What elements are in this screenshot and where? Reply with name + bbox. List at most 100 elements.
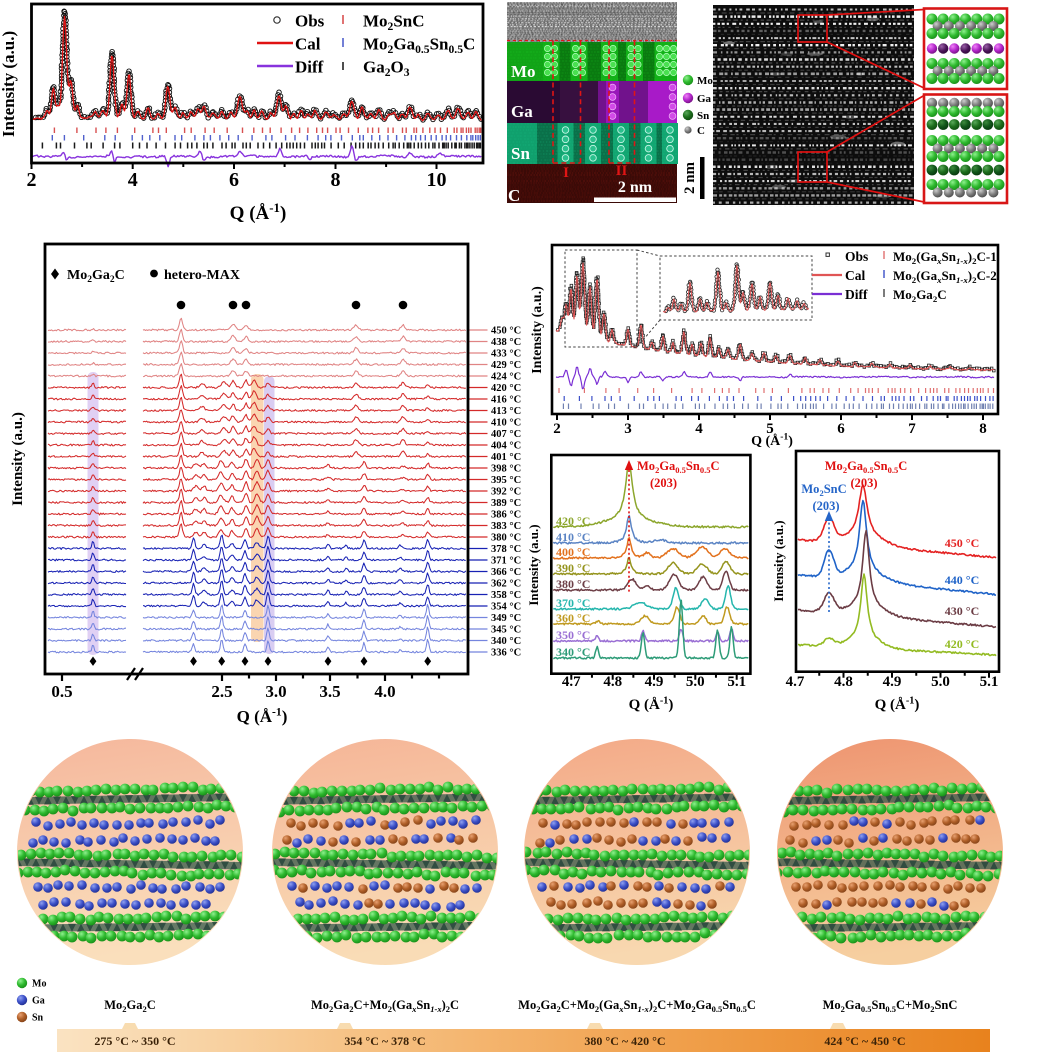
svg-text:378 °C: 378 °C [491,544,521,555]
svg-text:404 °C: 404 °C [491,441,521,452]
svg-text:4: 4 [695,421,703,437]
svg-text:Mo2Ga2C: Mo2Ga2C [104,998,156,1014]
svg-text:10: 10 [427,169,447,191]
svg-text:Intensity (a.u.): Intensity (a.u.) [10,412,26,506]
svg-text:407 °C: 407 °C [491,429,521,440]
svg-text:Intensity (a.u.): Intensity (a.u.) [530,286,545,374]
svg-text:383 °C: 383 °C [491,521,521,532]
svg-text:Intensity (a.u.): Intensity (a.u.) [0,31,18,137]
svg-text:7: 7 [908,421,916,437]
svg-text:4.7: 4.7 [786,674,805,690]
svg-text:Mo: Mo [32,979,46,990]
svg-text:3: 3 [624,421,632,437]
svg-text:450 °C: 450 °C [945,536,979,550]
svg-text:380 °C ~ 420 °C: 380 °C ~ 420 °C [584,1034,665,1048]
svg-text:429 °C: 429 °C [491,360,521,371]
svg-text:Ga: Ga [32,996,45,1007]
svg-text:362 °C: 362 °C [491,579,521,590]
svg-text:0.5: 0.5 [51,682,72,701]
svg-text:II: II [616,163,628,179]
svg-text:450 °C: 450 °C [491,326,521,337]
svg-text:401 °C: 401 °C [491,452,521,463]
svg-text:4.9: 4.9 [645,674,664,690]
svg-text:2: 2 [27,169,37,191]
svg-text:3.5: 3.5 [319,682,340,701]
svg-text:4.8: 4.8 [834,674,853,690]
svg-text:345 °C: 345 °C [491,625,521,636]
svg-text:438 °C: 438 °C [491,337,521,348]
svg-text:hetero-MAX: hetero-MAX [164,268,240,283]
svg-text:Mo2Ga0.5Sn0.5C: Mo2Ga0.5Sn0.5C [825,459,907,475]
svg-text:Mo2(GaxSn1-x)2C-1: Mo2(GaxSn1-x)2C-1 [893,249,997,266]
svg-text:Mo2SnC: Mo2SnC [801,482,846,498]
svg-text:433 °C: 433 °C [491,349,521,360]
svg-text:350 °C: 350 °C [556,628,590,642]
svg-text:430 °C: 430 °C [945,604,979,618]
svg-text:C: C [508,186,520,205]
svg-text:2 nm: 2 nm [618,179,653,196]
svg-text:392 °C: 392 °C [491,487,521,498]
svg-text:386 °C: 386 °C [491,510,521,521]
svg-text:Q (Å-1): Q (Å-1) [237,706,288,727]
svg-text:400 °C: 400 °C [556,545,590,559]
svg-text:Q (Å-1): Q (Å-1) [875,695,920,713]
svg-text:5.0: 5.0 [686,674,705,690]
svg-text:Obs: Obs [295,12,325,31]
svg-text:424 °C: 424 °C [491,372,521,383]
svg-text:2 nm: 2 nm [682,161,698,194]
svg-text:2: 2 [553,421,561,437]
svg-text:4: 4 [128,169,138,191]
svg-text:389 °C: 389 °C [491,498,521,509]
svg-text:Mo2Ga2C+Mo2(GaxSn1-x)2C+Mo2Ga0: Mo2Ga2C+Mo2(GaxSn1-x)2C+Mo2Ga0.5Sn0.5C [518,998,756,1014]
svg-text:424 °C ~ 450 °C: 424 °C ~ 450 °C [824,1034,905,1048]
svg-text:Intensity (a.u.): Intensity (a.u.) [771,520,786,601]
svg-text:5.0: 5.0 [931,674,950,690]
svg-text:340 °C: 340 °C [556,645,590,659]
svg-text:Intensity (a.u.): Intensity (a.u.) [526,524,541,605]
svg-text:336 °C: 336 °C [491,648,521,659]
svg-text:380 °C: 380 °C [556,577,590,591]
svg-text:371 °C: 371 °C [491,556,521,567]
svg-text:Mo2Ga0.5Sn0.5C: Mo2Ga0.5Sn0.5C [637,459,719,475]
svg-text:Cal: Cal [845,268,865,283]
svg-text:Mo2Ga2C+Mo2(GaxSn1-x)2C: Mo2Ga2C+Mo2(GaxSn1-x)2C [311,998,459,1014]
svg-text:275 °C ~ 350 °C: 275 °C ~ 350 °C [94,1034,175,1048]
svg-text:2.5: 2.5 [211,682,232,701]
svg-text:349 °C: 349 °C [491,613,521,624]
svg-text:340 °C: 340 °C [491,636,521,647]
svg-text:Mo2(GaxSn1-x)2C-2: Mo2(GaxSn1-x)2C-2 [893,268,997,285]
svg-text:Ga: Ga [697,93,712,105]
svg-text:420 °C: 420 °C [945,637,979,651]
svg-text:Q (Å-1): Q (Å-1) [230,201,287,224]
svg-text:370 °C: 370 °C [556,596,590,610]
svg-text:358 °C: 358 °C [491,590,521,601]
svg-text:Sn: Sn [32,1013,44,1024]
svg-text:Sn: Sn [697,110,709,122]
svg-text:Mo2SnC: Mo2SnC [363,12,425,34]
svg-text:Mo2Ga2C: Mo2Ga2C [893,287,947,304]
svg-text:390 °C: 390 °C [556,561,590,575]
svg-text:Mo2Ga2C: Mo2Ga2C [67,268,125,285]
svg-text:I: I [563,165,569,181]
svg-text:360 °C: 360 °C [556,611,590,625]
svg-text:C: C [697,125,705,137]
svg-text:4.0: 4.0 [374,682,395,701]
svg-text:410 °C: 410 °C [556,530,590,544]
svg-text:8: 8 [331,169,341,191]
svg-text:5: 5 [766,421,774,437]
svg-text:Ga2O3: Ga2O3 [363,58,410,80]
svg-text:420 °C: 420 °C [556,514,590,528]
svg-text:Q (Å-1): Q (Å-1) [629,695,674,713]
svg-text:(203): (203) [850,476,877,490]
svg-text:354 °C ~ 378 °C: 354 °C ~ 378 °C [344,1034,425,1048]
svg-text:420 °C: 420 °C [491,383,521,394]
svg-text:(203): (203) [812,499,839,513]
svg-text:3.0: 3.0 [265,682,286,701]
svg-text:6: 6 [837,421,845,437]
svg-text:366 °C: 366 °C [491,567,521,578]
svg-text:Diff: Diff [845,287,868,302]
svg-text:Cal: Cal [295,35,321,54]
svg-text:8: 8 [979,421,987,437]
svg-text:6: 6 [229,169,239,191]
svg-text:Mo: Mo [511,62,536,81]
